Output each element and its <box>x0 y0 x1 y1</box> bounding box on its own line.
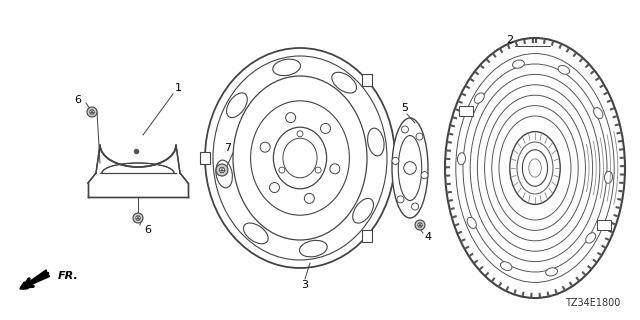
Circle shape <box>305 193 314 204</box>
Ellipse shape <box>517 142 553 194</box>
Ellipse shape <box>392 118 428 218</box>
Circle shape <box>397 196 404 203</box>
Circle shape <box>330 164 340 174</box>
Ellipse shape <box>273 127 326 189</box>
Ellipse shape <box>467 217 476 228</box>
Ellipse shape <box>205 48 395 268</box>
Circle shape <box>269 182 280 193</box>
Ellipse shape <box>529 159 541 177</box>
Circle shape <box>90 110 94 114</box>
Ellipse shape <box>500 262 512 270</box>
Ellipse shape <box>558 66 570 74</box>
Circle shape <box>392 157 399 164</box>
Circle shape <box>133 213 143 223</box>
Ellipse shape <box>367 128 384 156</box>
Bar <box>200 152 210 164</box>
Text: 2: 2 <box>506 35 513 45</box>
Bar <box>460 106 474 116</box>
Ellipse shape <box>251 101 349 215</box>
Text: 1: 1 <box>175 83 182 93</box>
Ellipse shape <box>605 171 612 183</box>
Text: 6: 6 <box>145 225 152 235</box>
Ellipse shape <box>594 108 603 119</box>
Ellipse shape <box>273 59 301 76</box>
Ellipse shape <box>586 233 596 243</box>
FancyBboxPatch shape <box>95 144 181 198</box>
Ellipse shape <box>216 160 232 188</box>
Circle shape <box>421 172 428 179</box>
Text: 7: 7 <box>225 143 232 153</box>
Ellipse shape <box>513 60 524 68</box>
Circle shape <box>216 164 228 176</box>
Ellipse shape <box>510 132 560 204</box>
Ellipse shape <box>522 150 548 186</box>
Text: 4: 4 <box>424 232 431 242</box>
Circle shape <box>136 216 140 220</box>
Text: 6: 6 <box>74 95 81 105</box>
Ellipse shape <box>458 153 465 165</box>
Ellipse shape <box>445 38 625 298</box>
Ellipse shape <box>227 93 247 117</box>
Ellipse shape <box>332 72 356 93</box>
Ellipse shape <box>300 240 327 257</box>
Circle shape <box>87 107 97 117</box>
Text: 5: 5 <box>401 103 408 113</box>
Ellipse shape <box>233 76 367 240</box>
Ellipse shape <box>283 138 317 178</box>
Circle shape <box>401 126 408 133</box>
Bar <box>362 230 372 242</box>
Circle shape <box>315 167 321 173</box>
Ellipse shape <box>474 93 484 103</box>
Ellipse shape <box>243 223 268 244</box>
Ellipse shape <box>398 135 422 201</box>
Circle shape <box>418 223 422 227</box>
Text: FR.: FR. <box>58 271 79 281</box>
Circle shape <box>260 142 270 152</box>
Circle shape <box>285 113 296 123</box>
Ellipse shape <box>213 56 387 260</box>
Text: 3: 3 <box>301 280 308 290</box>
Ellipse shape <box>353 198 373 223</box>
Circle shape <box>404 162 416 174</box>
Bar <box>362 74 372 86</box>
Circle shape <box>415 220 425 230</box>
Circle shape <box>279 167 285 173</box>
Ellipse shape <box>546 268 557 276</box>
Circle shape <box>321 124 330 133</box>
Circle shape <box>416 133 423 140</box>
Circle shape <box>412 203 419 210</box>
Circle shape <box>220 167 225 173</box>
Bar <box>596 220 611 230</box>
Circle shape <box>297 131 303 137</box>
Text: TZ34E1800: TZ34E1800 <box>564 298 620 308</box>
